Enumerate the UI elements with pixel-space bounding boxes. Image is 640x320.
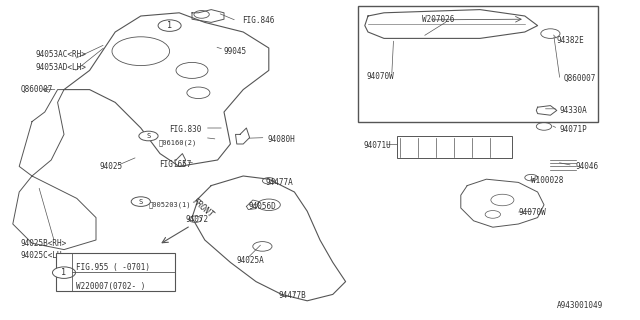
Text: 94025A: 94025A	[237, 256, 264, 265]
Text: 1: 1	[61, 268, 67, 277]
Text: FIG.657: FIG.657	[159, 160, 191, 169]
Text: FIG.830: FIG.830	[170, 125, 202, 134]
Text: A943001049: A943001049	[557, 301, 603, 310]
Text: W100028: W100028	[531, 176, 564, 185]
Text: S: S	[147, 133, 150, 139]
Text: 94071P: 94071P	[560, 125, 588, 134]
Text: S: S	[139, 199, 143, 204]
Text: Ѵ005203(1): Ѵ005203(1)	[148, 202, 191, 208]
Bar	[56, 253, 175, 291]
Text: 94477A: 94477A	[266, 178, 293, 187]
Text: W207026: W207026	[422, 15, 455, 24]
Text: 94046: 94046	[576, 162, 599, 171]
Text: 94025C<LH>: 94025C<LH>	[20, 252, 67, 260]
Bar	[358, 6, 598, 122]
Bar	[397, 136, 512, 158]
Circle shape	[131, 197, 150, 206]
Text: 94025B<RH>: 94025B<RH>	[20, 239, 67, 248]
Text: 94382E: 94382E	[557, 36, 584, 44]
Text: 94025: 94025	[99, 162, 122, 171]
Text: 94071U: 94071U	[364, 141, 391, 150]
Text: 94330A: 94330A	[560, 106, 588, 115]
Text: 94072: 94072	[186, 215, 209, 224]
Circle shape	[158, 20, 181, 31]
Text: Ѵ06160(2): Ѵ06160(2)	[159, 139, 197, 146]
Text: 1: 1	[167, 21, 172, 30]
Text: 94477B: 94477B	[278, 292, 306, 300]
Text: 94053AD<LH>: 94053AD<LH>	[35, 63, 86, 72]
Text: FIG.846: FIG.846	[242, 16, 275, 25]
Text: 94070W: 94070W	[366, 72, 394, 81]
Text: 94056D: 94056D	[248, 202, 276, 211]
Text: 94080H: 94080H	[268, 135, 295, 144]
Text: Q860007: Q860007	[563, 74, 596, 83]
Text: FIG.955 ( -0701): FIG.955 ( -0701)	[76, 263, 150, 272]
Text: Q860007: Q860007	[20, 85, 53, 94]
Circle shape	[52, 267, 76, 278]
Text: 94053AC<RH>: 94053AC<RH>	[35, 50, 86, 59]
Text: W220007(0702- ): W220007(0702- )	[76, 282, 145, 291]
Text: 99045: 99045	[224, 47, 247, 56]
Text: FRONT: FRONT	[191, 196, 216, 219]
Circle shape	[139, 131, 158, 141]
Text: 94070W: 94070W	[518, 208, 546, 217]
